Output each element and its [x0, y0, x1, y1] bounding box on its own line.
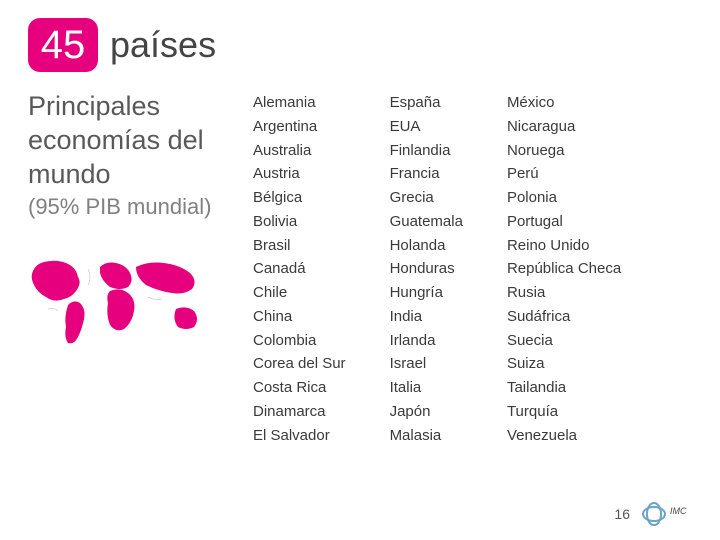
subtitle: Principales economías del mundo: [28, 90, 223, 191]
footer: 16 IMC: [614, 500, 696, 528]
country-item: Chile: [253, 284, 346, 301]
country-item: EUA: [390, 118, 463, 135]
country-item: India: [390, 308, 463, 325]
country-item: Reino Unido: [507, 237, 621, 254]
country-item: Tailandia: [507, 379, 621, 396]
country-item: Honduras: [390, 260, 463, 277]
country-item: Canadá: [253, 260, 346, 277]
country-item: Portugal: [507, 213, 621, 230]
country-item: Polonia: [507, 189, 621, 206]
left-column: Principales economías del mundo (95% PIB…: [28, 90, 223, 444]
country-item: Venezuela: [507, 427, 621, 444]
country-col-3: México Nicaragua Noruega Perú Polonia Po…: [507, 94, 621, 444]
country-item: El Salvador: [253, 427, 346, 444]
country-item: Holanda: [390, 237, 463, 254]
country-item: Hungría: [390, 284, 463, 301]
country-item: Perú: [507, 165, 621, 182]
country-item: China: [253, 308, 346, 325]
country-item: Australia: [253, 142, 346, 159]
country-item: Turquía: [507, 403, 621, 420]
country-item: Alemania: [253, 94, 346, 111]
country-item: Sudáfrica: [507, 308, 621, 325]
country-item: Colombia: [253, 332, 346, 349]
count-badge: 45: [28, 18, 98, 72]
country-item: Irlanda: [390, 332, 463, 349]
country-item: Costa Rica: [253, 379, 346, 396]
country-item: Brasil: [253, 237, 346, 254]
page-number: 16: [614, 506, 630, 522]
country-item: México: [507, 94, 621, 111]
country-item: Israel: [390, 355, 463, 372]
country-item: Italia: [390, 379, 463, 396]
subnote: (95% PIB mundial): [28, 193, 223, 221]
country-item: Malasia: [390, 427, 463, 444]
svg-text:IMC: IMC: [670, 506, 687, 516]
country-columns: Alemania Argentina Australia Austria Bél…: [253, 90, 692, 444]
country-item: Grecia: [390, 189, 463, 206]
country-item: República Checa: [507, 260, 621, 277]
country-item: Japón: [390, 403, 463, 420]
country-item: Rusia: [507, 284, 621, 301]
country-item: Francia: [390, 165, 463, 182]
country-item: Nicaragua: [507, 118, 621, 135]
country-item: Dinamarca: [253, 403, 346, 420]
country-item: Suiza: [507, 355, 621, 372]
country-item: Corea del Sur: [253, 355, 346, 372]
country-item: Finlandia: [390, 142, 463, 159]
country-col-2: España EUA Finlandia Francia Grecia Guat…: [390, 94, 463, 444]
header-word: países: [110, 24, 216, 66]
country-item: Austria: [253, 165, 346, 182]
main-content: Principales economías del mundo (95% PIB…: [28, 90, 692, 444]
country-item: España: [390, 94, 463, 111]
world-map-icon: [28, 249, 208, 354]
slide: 45 países Principales economías del mund…: [0, 0, 720, 540]
country-item: Bélgica: [253, 189, 346, 206]
country-col-1: Alemania Argentina Australia Austria Bél…: [253, 94, 346, 444]
country-item: Argentina: [253, 118, 346, 135]
imco-logo-icon: IMC: [640, 500, 696, 528]
country-item: Noruega: [507, 142, 621, 159]
header-row: 45 países: [28, 18, 692, 72]
country-item: Bolivia: [253, 213, 346, 230]
badge-number: 45: [41, 25, 86, 65]
country-item: Guatemala: [390, 213, 463, 230]
country-item: Suecia: [507, 332, 621, 349]
